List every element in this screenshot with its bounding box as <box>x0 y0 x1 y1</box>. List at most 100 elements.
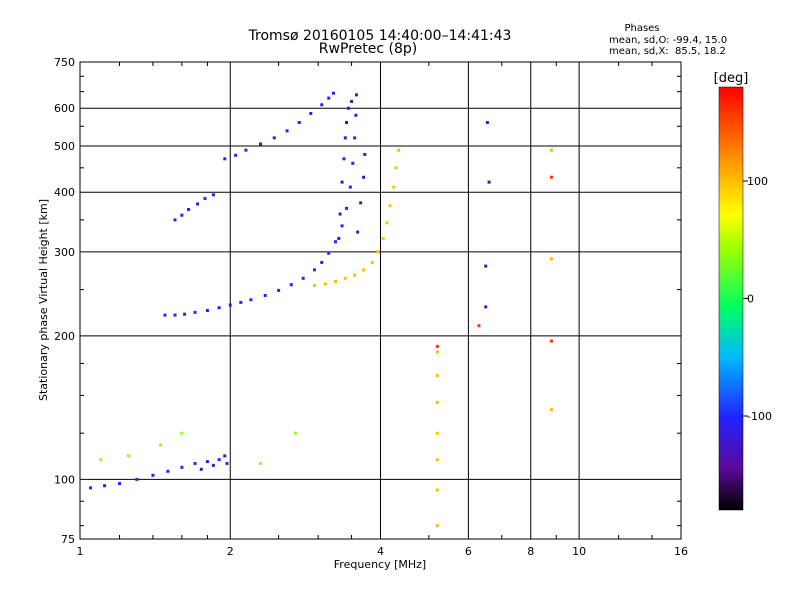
data-point <box>356 230 360 234</box>
data-point <box>331 91 335 95</box>
data-point <box>217 306 221 310</box>
data-point <box>343 276 347 280</box>
data-point <box>353 273 357 277</box>
x-ticks: 1 2 4 6 8 10 16 <box>77 62 688 558</box>
data-point <box>263 293 267 297</box>
x-axis-label: Frequency [MHz] <box>334 558 426 571</box>
data-point <box>89 486 93 490</box>
data-point <box>193 461 197 465</box>
data-point <box>173 313 177 317</box>
data-point <box>385 221 389 225</box>
data-point <box>211 463 215 467</box>
y-tick-label: 750 <box>54 56 75 69</box>
data-point <box>435 344 439 348</box>
data-point <box>301 276 305 280</box>
plot-frame <box>79 61 682 540</box>
data-point <box>363 152 367 156</box>
data-point <box>126 454 130 458</box>
data-point <box>435 400 439 404</box>
stats-line-o: mean, sd,O: -99.4, 15.0 <box>609 35 727 46</box>
y-tick-label: 600 <box>54 102 75 115</box>
data-point <box>370 260 374 264</box>
x-tick-label: 4 <box>377 545 384 558</box>
data-point <box>376 250 380 254</box>
x-tick-label: 8 <box>527 545 534 558</box>
data-point <box>394 166 398 170</box>
y-tick-label: 75 <box>61 533 75 546</box>
data-point <box>549 175 553 179</box>
data-point <box>225 461 229 465</box>
y-tick-label: 100 <box>54 473 75 486</box>
data-point <box>549 148 553 152</box>
data-point <box>340 224 344 228</box>
y-tick-label: 300 <box>54 246 75 259</box>
data-point <box>345 206 349 210</box>
data-point <box>228 303 232 307</box>
data-point <box>549 408 553 412</box>
colorbar-tick-label: 100 <box>747 175 768 188</box>
y-tick-label: 400 <box>54 186 75 199</box>
data-point <box>103 484 107 488</box>
data-point <box>187 207 191 211</box>
data-point <box>327 251 331 255</box>
data-point <box>118 482 122 486</box>
y-tick-label: 200 <box>54 330 75 343</box>
data-point <box>180 465 184 469</box>
data-point <box>193 310 197 314</box>
x-tick-label: 1 <box>77 545 84 558</box>
data-point <box>333 279 337 283</box>
data-point <box>337 236 341 240</box>
data-point <box>346 106 350 110</box>
data-point <box>353 136 357 140</box>
data-point <box>234 153 238 157</box>
data-point <box>183 312 187 316</box>
data-point <box>173 218 177 222</box>
data-points <box>89 91 553 528</box>
data-point <box>333 240 337 244</box>
data-point <box>354 113 358 117</box>
data-point <box>180 213 184 217</box>
data-point <box>484 305 488 309</box>
data-point <box>351 161 355 165</box>
data-point <box>362 175 366 179</box>
data-point <box>312 283 316 287</box>
data-point <box>151 473 155 477</box>
data-point <box>435 431 439 435</box>
data-point <box>392 185 396 189</box>
x-tick-label: 6 <box>465 545 472 558</box>
data-point <box>345 121 349 125</box>
data-point <box>435 524 439 528</box>
data-point <box>205 308 209 312</box>
data-point <box>135 477 139 481</box>
data-point <box>312 268 316 272</box>
data-point <box>259 142 263 146</box>
data-point <box>348 185 352 189</box>
data-point <box>350 99 354 103</box>
data-point <box>217 458 221 462</box>
data-point <box>259 461 263 465</box>
data-point <box>203 197 207 201</box>
data-point <box>435 374 439 378</box>
data-point <box>249 298 253 302</box>
colorbar-ticks: 100 0 -100 <box>743 175 772 423</box>
data-point <box>340 180 344 184</box>
data-point <box>354 93 358 97</box>
colorbar-tick-label: 0 <box>747 293 754 306</box>
data-point <box>289 283 293 287</box>
data-point <box>199 467 203 471</box>
stats-line-x: mean, sd,X: 85.5, 18.2 <box>609 46 726 57</box>
plot-grid <box>80 62 681 539</box>
data-point <box>549 257 553 261</box>
stats-heading: Phases <box>624 23 659 34</box>
data-point <box>343 136 347 140</box>
data-point <box>435 488 439 492</box>
data-point <box>549 339 553 343</box>
data-point <box>342 157 346 161</box>
data-point <box>323 282 327 286</box>
colorbar-tick-label: -100 <box>747 410 772 423</box>
data-point <box>293 431 297 435</box>
y-axis-label: Stationary phase Virtual Height [km] <box>37 199 50 401</box>
colorbar <box>718 86 744 511</box>
data-point <box>320 103 324 107</box>
